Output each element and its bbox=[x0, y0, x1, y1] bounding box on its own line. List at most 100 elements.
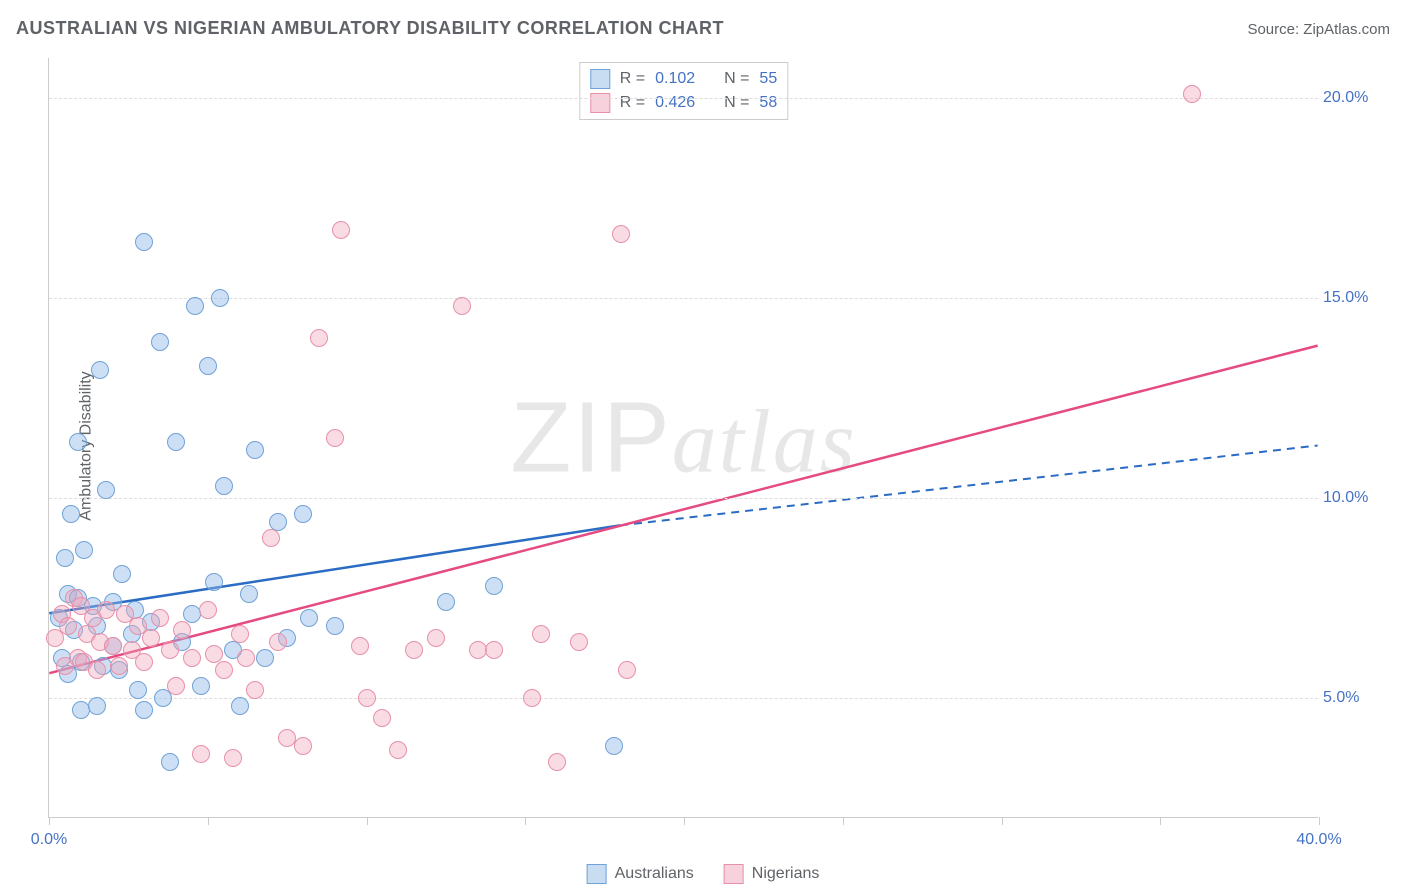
source-label: Source: ZipAtlas.com bbox=[1247, 21, 1390, 38]
data-point bbox=[240, 585, 258, 603]
r-label: R = bbox=[620, 70, 645, 88]
x-tick bbox=[1002, 817, 1003, 825]
stats-row: R = 0.426 N = 58 bbox=[590, 91, 777, 115]
data-point bbox=[294, 737, 312, 755]
data-point bbox=[269, 633, 287, 651]
data-point bbox=[326, 617, 344, 635]
x-tick bbox=[367, 817, 368, 825]
chart-title: AUSTRALIAN VS NIGERIAN AMBULATORY DISABI… bbox=[16, 18, 724, 39]
y-tick-label: 15.0% bbox=[1323, 289, 1378, 307]
data-point bbox=[1183, 85, 1201, 103]
data-point bbox=[161, 753, 179, 771]
stats-legend: R =0.102 N =55R =0.426 N =58 bbox=[579, 62, 788, 120]
data-point bbox=[135, 233, 153, 251]
data-point bbox=[570, 633, 588, 651]
data-point bbox=[199, 601, 217, 619]
legend-swatch bbox=[724, 864, 744, 884]
data-point bbox=[110, 657, 128, 675]
legend-label: Nigerians bbox=[752, 865, 820, 883]
data-point bbox=[215, 477, 233, 495]
data-point bbox=[113, 565, 131, 583]
data-point bbox=[453, 297, 471, 315]
data-point bbox=[389, 741, 407, 759]
data-point bbox=[56, 549, 74, 567]
data-point bbox=[151, 609, 169, 627]
data-point bbox=[246, 681, 264, 699]
data-point bbox=[135, 653, 153, 671]
x-tick bbox=[1160, 817, 1161, 825]
data-point bbox=[224, 749, 242, 767]
data-point bbox=[294, 505, 312, 523]
data-point bbox=[310, 329, 328, 347]
x-tick bbox=[1319, 817, 1320, 825]
legend-item: Nigerians bbox=[724, 864, 820, 884]
data-point bbox=[437, 593, 455, 611]
r-label: R = bbox=[620, 94, 645, 112]
r-value: 0.426 bbox=[655, 94, 695, 112]
data-point bbox=[129, 681, 147, 699]
data-point bbox=[612, 225, 630, 243]
data-point bbox=[88, 697, 106, 715]
legend-item: Australians bbox=[587, 864, 694, 884]
data-point bbox=[605, 737, 623, 755]
data-point bbox=[59, 617, 77, 635]
n-value: 58 bbox=[759, 94, 777, 112]
legend-label: Australians bbox=[615, 865, 694, 883]
gridline bbox=[49, 98, 1318, 99]
legend-swatch bbox=[587, 864, 607, 884]
data-point bbox=[167, 433, 185, 451]
data-point bbox=[135, 701, 153, 719]
data-point bbox=[246, 441, 264, 459]
x-tick bbox=[49, 817, 50, 825]
data-point bbox=[523, 689, 541, 707]
data-point bbox=[548, 753, 566, 771]
gridline bbox=[49, 298, 1318, 299]
data-point bbox=[173, 621, 191, 639]
y-tick-label: 10.0% bbox=[1323, 489, 1378, 507]
data-point bbox=[97, 481, 115, 499]
data-point bbox=[183, 649, 201, 667]
data-point bbox=[485, 641, 503, 659]
data-point bbox=[532, 625, 550, 643]
data-point bbox=[256, 649, 274, 667]
data-point bbox=[75, 541, 93, 559]
data-point bbox=[192, 745, 210, 763]
data-point bbox=[97, 601, 115, 619]
stats-row: R =0.102 N =55 bbox=[590, 67, 777, 91]
x-tick bbox=[684, 817, 685, 825]
data-point bbox=[88, 661, 106, 679]
x-tick bbox=[525, 817, 526, 825]
watermark: ZIPatlas bbox=[510, 380, 857, 495]
data-point bbox=[199, 357, 217, 375]
x-tick-label: 40.0% bbox=[1296, 831, 1341, 849]
data-point bbox=[485, 577, 503, 595]
data-point bbox=[205, 573, 223, 591]
gridline bbox=[49, 498, 1318, 499]
x-tick bbox=[208, 817, 209, 825]
data-point bbox=[351, 637, 369, 655]
data-point bbox=[332, 221, 350, 239]
n-label: N = bbox=[724, 94, 749, 112]
data-point bbox=[62, 505, 80, 523]
header: AUSTRALIAN VS NIGERIAN AMBULATORY DISABI… bbox=[16, 18, 1390, 39]
data-point bbox=[104, 637, 122, 655]
data-point bbox=[237, 649, 255, 667]
y-tick-label: 5.0% bbox=[1323, 689, 1378, 707]
data-point bbox=[618, 661, 636, 679]
data-point bbox=[167, 677, 185, 695]
n-value: 55 bbox=[759, 70, 777, 88]
data-point bbox=[300, 609, 318, 627]
legend-swatch bbox=[590, 69, 610, 89]
data-point bbox=[192, 677, 210, 695]
x-tick bbox=[843, 817, 844, 825]
data-point bbox=[186, 297, 204, 315]
data-point bbox=[161, 641, 179, 659]
legend-swatch bbox=[590, 93, 610, 113]
series-legend: Australians Nigerians bbox=[587, 864, 820, 884]
data-point bbox=[405, 641, 423, 659]
x-tick-label: 0.0% bbox=[31, 831, 67, 849]
data-point bbox=[211, 289, 229, 307]
data-point bbox=[373, 709, 391, 727]
data-point bbox=[231, 625, 249, 643]
data-point bbox=[142, 629, 160, 647]
